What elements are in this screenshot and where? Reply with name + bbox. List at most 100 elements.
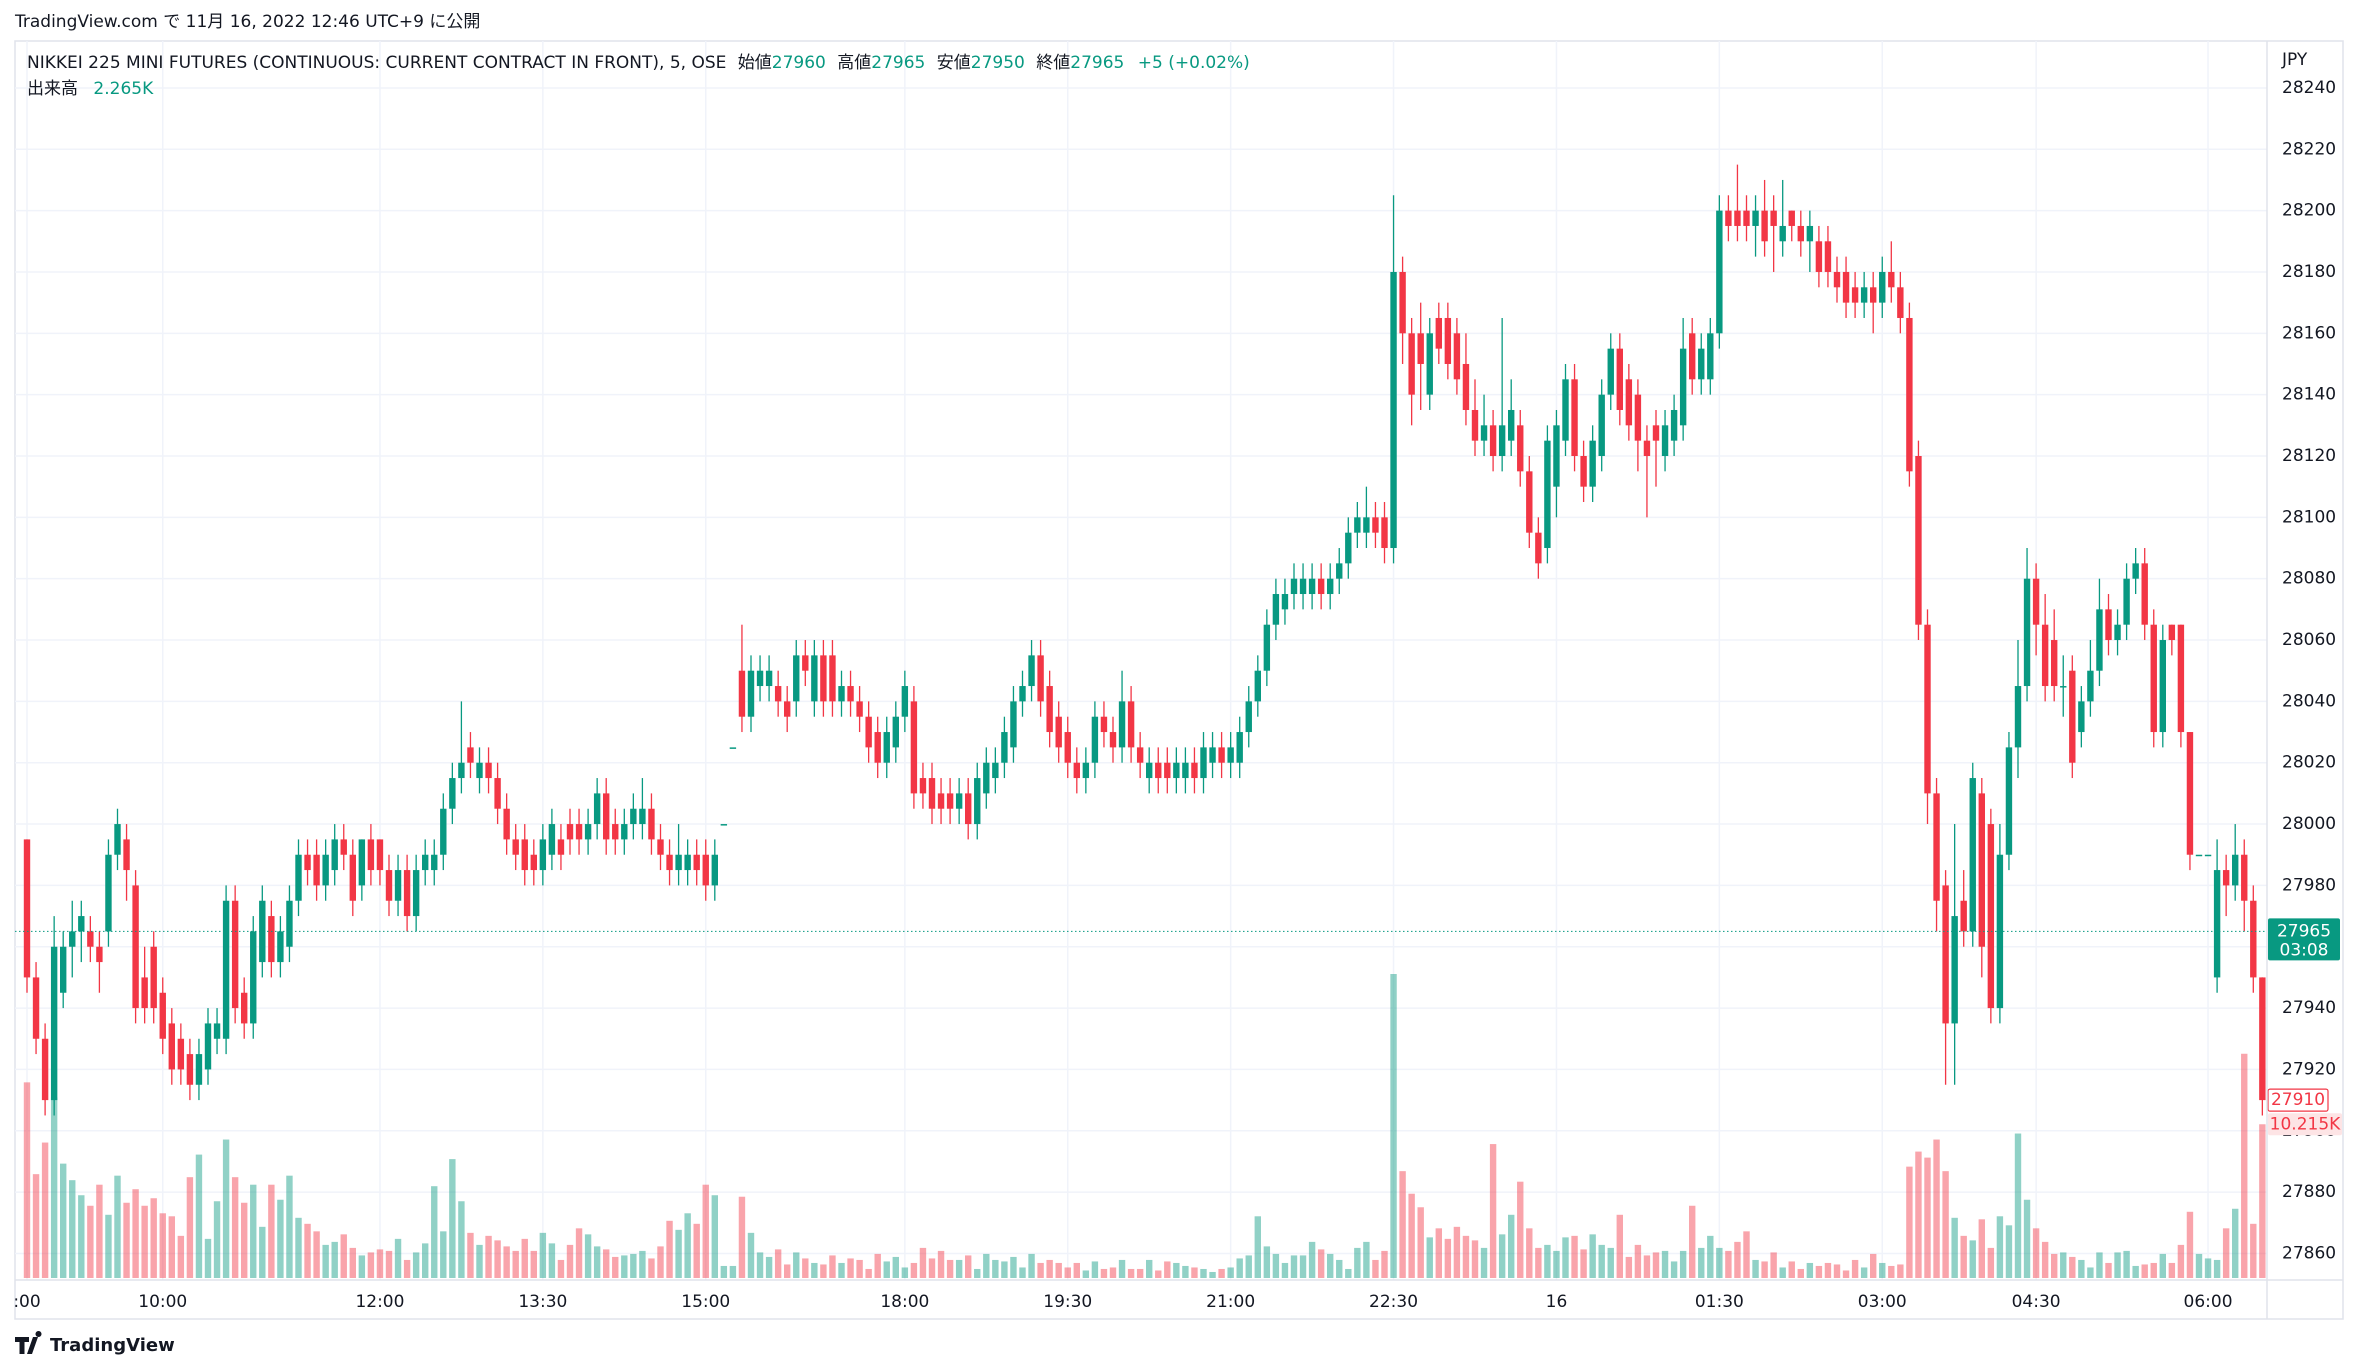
volume-bar xyxy=(1173,1262,1180,1278)
candle-body xyxy=(186,1054,194,1085)
volume-bar xyxy=(1109,1267,1117,1278)
candle-body xyxy=(376,839,384,871)
volume-bar xyxy=(331,1241,338,1278)
volume-bar xyxy=(1743,1231,1750,1278)
candle-body xyxy=(114,824,121,855)
x-tick-label: 12:00 xyxy=(355,1292,404,1312)
volume-bar xyxy=(50,1097,58,1278)
candle-body xyxy=(521,839,528,871)
volume-bar xyxy=(802,1258,809,1278)
candle-body xyxy=(1498,425,1506,456)
last-close-value: 27910 xyxy=(2271,1090,2325,1110)
open-label: 始値 xyxy=(738,53,772,73)
candle-body xyxy=(928,778,936,809)
y-tick-label: 28040 xyxy=(2282,691,2336,711)
candle-body xyxy=(1517,425,1524,472)
volume-bar xyxy=(123,1202,130,1278)
candle-body xyxy=(1689,333,1696,380)
volume-bar xyxy=(2213,1259,2221,1278)
volume-bar xyxy=(901,1267,909,1278)
logo-mark xyxy=(15,1331,42,1354)
candle-body xyxy=(648,808,655,840)
candle-body xyxy=(1281,594,1289,610)
candle-body xyxy=(1372,517,1379,533)
candle-body xyxy=(1725,210,1732,226)
candle-body xyxy=(811,655,818,702)
candle-body xyxy=(141,977,148,1009)
volume-bar xyxy=(1788,1261,1795,1278)
volume-bar xyxy=(1426,1237,1433,1278)
volume-bar xyxy=(630,1253,637,1278)
candle-body xyxy=(1969,778,1976,932)
volume-bar xyxy=(693,1223,700,1278)
change-value: +5 (+0.02%) xyxy=(1138,53,1250,73)
volume-bar xyxy=(883,1261,890,1278)
candle-body xyxy=(69,931,76,947)
y-tick-label: 27940 xyxy=(2282,998,2336,1018)
candle-body xyxy=(657,839,664,855)
volume-bar xyxy=(150,1198,157,1278)
candle-body xyxy=(675,854,682,871)
candle-body xyxy=(1363,517,1370,533)
candle-body xyxy=(1064,732,1071,763)
candle-body xyxy=(539,839,547,871)
x-tick-label: 15:00 xyxy=(681,1292,730,1312)
volume-bar xyxy=(1471,1240,1479,1278)
volume-bar xyxy=(2078,1259,2085,1278)
volume-bar xyxy=(241,1202,248,1278)
volume-bar xyxy=(1480,1247,1488,1278)
candle-body xyxy=(1698,348,1705,380)
candle-layer xyxy=(23,164,2266,1116)
y-tick-label: 28220 xyxy=(2282,139,2336,159)
volume-bar xyxy=(1498,1234,1506,1278)
volume-bar xyxy=(784,1264,791,1278)
volume-bar xyxy=(1399,1171,1406,1278)
candle-body xyxy=(440,808,447,855)
footer-brand: TradingView xyxy=(50,1335,175,1356)
volume-bar xyxy=(213,1201,221,1278)
candle-body xyxy=(937,793,945,809)
x-tick-label: 19:30 xyxy=(1043,1292,1092,1312)
volume-bar xyxy=(259,1226,266,1278)
close-value: 27965 xyxy=(1070,53,1124,73)
candle-body xyxy=(1408,333,1415,395)
volume-bar xyxy=(1580,1249,1587,1278)
x-tick-label: 04:30 xyxy=(2012,1292,2061,1312)
volume-bar xyxy=(621,1255,628,1278)
y-tick-label: 28080 xyxy=(2282,569,2336,589)
candle-body xyxy=(1037,655,1044,702)
candle-body xyxy=(105,854,112,932)
volume-bar xyxy=(268,1184,275,1278)
volume-bar xyxy=(367,1252,375,1278)
candle-body xyxy=(331,839,338,871)
volume-bar xyxy=(1643,1255,1651,1278)
candle-body xyxy=(512,839,519,855)
candle-body xyxy=(1779,225,1786,242)
volume-bar xyxy=(1453,1226,1461,1278)
volume-bar xyxy=(992,1259,999,1278)
candle-body xyxy=(874,732,881,763)
volume-bar xyxy=(1091,1261,1099,1278)
volume-bar xyxy=(530,1250,537,1278)
candle-body xyxy=(1182,762,1189,779)
candle-body xyxy=(1924,624,1931,794)
volume-bar xyxy=(1100,1268,1108,1278)
candle-body xyxy=(1860,287,1868,303)
candle-body xyxy=(1417,333,1424,364)
x-tick-label: 16 xyxy=(1546,1292,1568,1312)
candle-body xyxy=(2032,578,2040,625)
candle-body xyxy=(892,716,899,748)
candle-body xyxy=(1888,271,1895,288)
price-tag-value: 27965 xyxy=(2277,921,2331,941)
candle-body xyxy=(2168,624,2176,641)
x-tick-label: 21:00 xyxy=(1206,1292,1255,1312)
candle-body xyxy=(856,701,863,717)
candle-body xyxy=(168,1023,175,1070)
candle-body xyxy=(1290,578,1298,595)
candle-body xyxy=(612,824,619,840)
volume-bar xyxy=(892,1256,899,1278)
volume-bar xyxy=(87,1205,94,1278)
volume-bar xyxy=(1001,1261,1008,1278)
candle-body xyxy=(1625,379,1633,426)
volume-tag-value: 10.215K xyxy=(2270,1114,2341,1134)
